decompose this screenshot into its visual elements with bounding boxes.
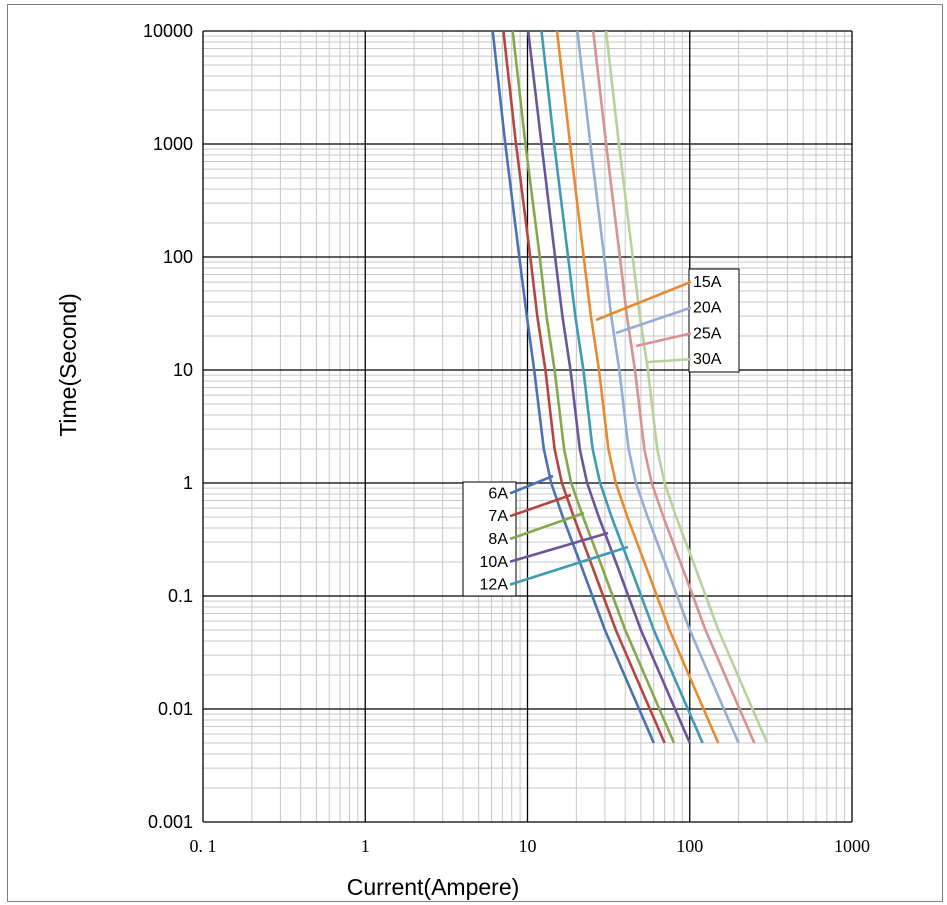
legend-box [462,481,517,597]
x-tick-label: 0. 1 [190,836,217,856]
series-label-8a: 8A [488,531,508,548]
y-tick-label: 0.1 [168,586,193,606]
major-grid [202,30,853,823]
series-line-8a [511,30,676,744]
legend-right-box: 15A 20A 25A 30A [595,268,740,373]
y-axis-label: Time(Second) [55,293,81,437]
x-axis-label: Current(Ampere) [347,874,520,900]
series-label-10a: 10A [480,554,509,571]
y-tick-label: 100 [163,247,193,267]
leader-line-7a [509,493,572,518]
x-tick-label: 1000 [834,836,870,856]
leader-line-20a [615,306,692,335]
x-tick-label: 10 [519,836,537,856]
series-label-15a: 15A [693,274,722,291]
leader-line-15a [595,280,692,322]
series-line-6a [491,30,655,744]
y-tick-label: 10 [173,360,193,380]
series-label-20a: 20A [693,300,722,317]
series-label-12a: 12A [480,577,509,594]
chart-frame: 6A 7A 8A 10A 12A 15A 20A 25A 30A 0.001 0.01 0.1 1 1… [7,4,943,902]
time-current-chart: 6A 7A 8A 10A 12A 15A 20A 25A 30A 0.001 0.01 0.1 1 1… [55,21,870,900]
leader-line-12a [509,545,629,586]
y-tick-label: 1 [183,473,193,493]
legend-left-box: 6A 7A 8A 10A 12A [462,474,629,597]
series-line-30a [604,30,769,744]
series-line-10a [526,30,691,744]
leader-line-30a [647,357,692,364]
series-line-25a [591,30,756,744]
series-label-6a: 6A [488,485,508,502]
series-line-12a [540,30,704,744]
y-tick-label: 0.01 [158,699,193,719]
leader-line-6a [509,474,554,495]
y-tick-label: 1000 [153,134,193,154]
y-tick-label: 10000 [143,21,193,41]
x-tick-label: 1 [361,836,370,856]
legend-box [688,268,740,373]
leader-line-10a [509,531,609,564]
series-label-25a: 25A [693,325,722,342]
leader-line-25a [635,332,692,348]
series-line-7a [502,30,666,744]
x-tick-label: 100 [676,836,703,856]
series-label-7a: 7A [488,508,508,525]
y-tick-label: 0.001 [148,812,193,832]
series-line-15a [555,30,720,744]
series-line-20a [576,30,740,744]
series-label-30a: 30A [693,351,722,368]
leader-line-8a [509,511,585,541]
series-lines [491,30,769,744]
tick-labels: 0.001 0.01 0.1 1 10 100 1000 10000 0. 1 1 10 100 100… [143,21,870,856]
